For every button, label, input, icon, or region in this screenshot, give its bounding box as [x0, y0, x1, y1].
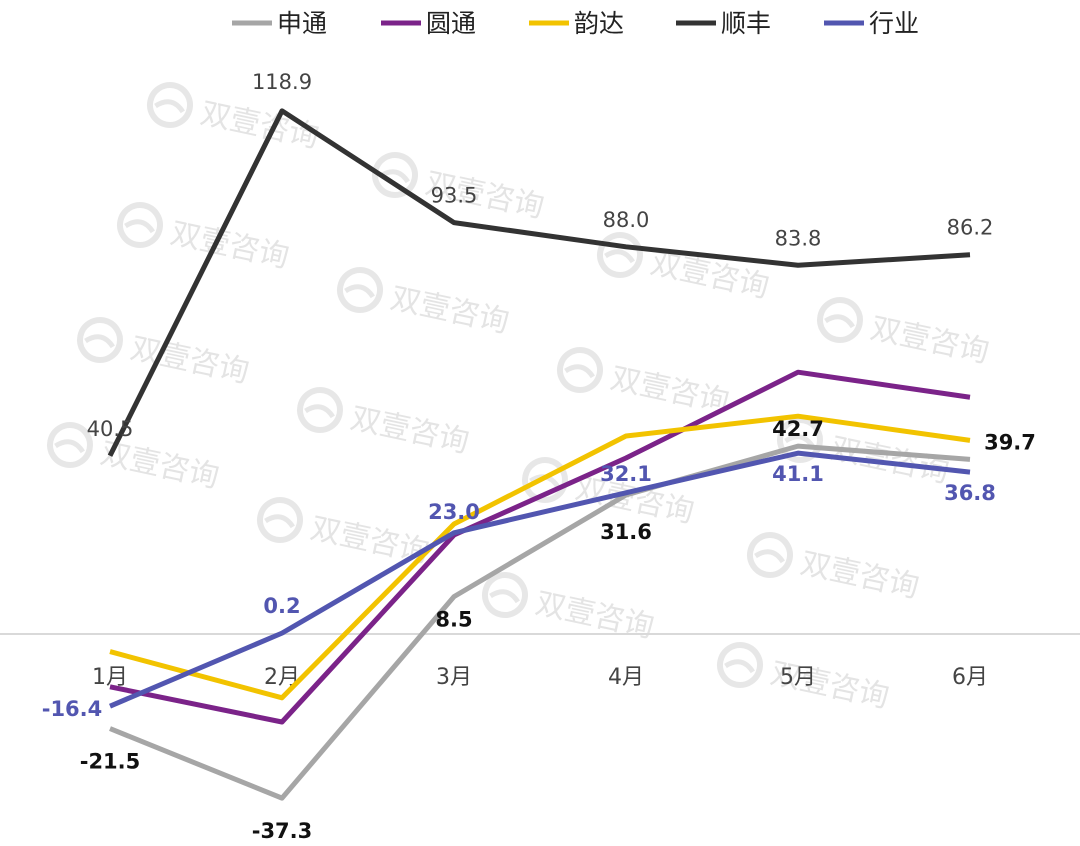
legend-label: 圆通 [426, 9, 476, 38]
series-lines [107, 108, 971, 801]
watermark-text: 双壹咨询 [387, 281, 512, 340]
x-tick-label: 5月 [780, 665, 816, 690]
legend-item: 申通 [232, 9, 327, 38]
watermark-mark: 双壹咨询 [47, 422, 222, 495]
data-label: 8.5 [435, 608, 472, 632]
watermark-mark: 双壹咨询 [557, 347, 732, 420]
data-label: 36.8 [944, 481, 996, 505]
data-label: 42.7 [772, 417, 824, 441]
x-tick-label: 4月 [608, 665, 644, 690]
watermark-text: 双壹咨询 [347, 401, 472, 460]
data-label: -21.5 [80, 750, 141, 774]
data-label: -16.4 [42, 697, 103, 721]
watermark-text: 双壹咨询 [867, 311, 992, 370]
watermark-text: 双壹咨询 [532, 586, 657, 645]
legend-label: 顺丰 [721, 9, 771, 38]
data-label: 41.1 [772, 462, 824, 486]
legend-item: 韵达 [529, 9, 624, 38]
data-label: 93.5 [431, 184, 478, 208]
data-label: 88.0 [603, 208, 650, 232]
legend-item: 行业 [824, 9, 919, 38]
x-tick-label: 3月 [436, 665, 472, 690]
watermark-mark: 双壹咨询 [337, 267, 512, 340]
watermark-text: 双壹咨询 [607, 361, 732, 420]
series-line-顺丰 [107, 108, 971, 457]
legend-label: 韵达 [574, 9, 624, 38]
watermark-mark: 双壹咨询 [597, 232, 772, 305]
data-labels: -21.5 -37.3 8.5 31.6 42.7 39.7 40.5 118.9 93.5 88… [42, 70, 1036, 843]
data-label: 118.9 [252, 70, 312, 94]
data-label: 31.6 [600, 520, 652, 544]
x-tick-label: 1月 [92, 665, 128, 690]
series-line-申通 [109, 443, 971, 801]
legend-item: 顺丰 [676, 9, 771, 38]
legend-label: 申通 [277, 9, 327, 38]
data-label: -37.3 [252, 819, 313, 843]
legend: 申通 圆通 韵达 顺丰 行业 [232, 9, 919, 38]
data-label: 86.2 [947, 216, 994, 240]
legend-item: 圆通 [381, 9, 476, 38]
data-label: 39.7 [984, 430, 1036, 454]
watermark-layer: 双壹咨询双壹咨询双壹咨询双壹咨询双壹咨询双壹咨询双壹咨询双壹咨询双壹咨询双壹咨询… [47, 82, 992, 715]
x-tick-label: 6月 [952, 665, 988, 690]
watermark-text: 双壹咨询 [797, 546, 922, 605]
watermark-text: 双壹咨询 [167, 216, 292, 275]
data-label: 83.8 [775, 226, 822, 250]
data-label: 23.0 [428, 500, 480, 524]
series-line-韵达 [109, 413, 971, 701]
legend-label: 行业 [869, 9, 919, 38]
watermark-mark: 双壹咨询 [297, 387, 472, 460]
data-label: 40.5 [87, 417, 134, 441]
watermark-text: 双壹咨询 [307, 511, 432, 570]
data-label: 32.1 [600, 462, 652, 486]
series-line-行业 [109, 450, 971, 709]
watermark-mark: 双壹咨询 [817, 297, 992, 370]
watermark-mark: 双壹咨询 [747, 532, 922, 605]
data-label: 0.2 [263, 594, 300, 618]
series-line-圆通 [109, 369, 971, 725]
watermark-mark: 双壹咨询 [77, 317, 252, 390]
